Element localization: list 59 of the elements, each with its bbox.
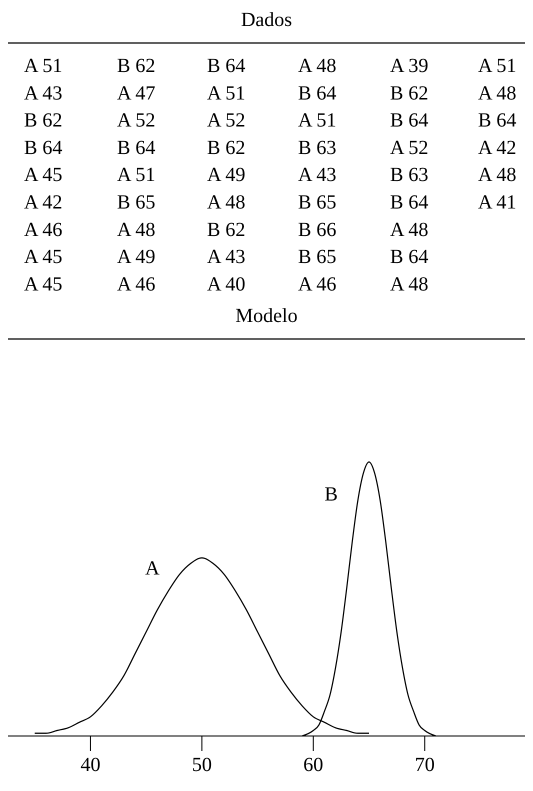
text: A 49 — [207, 164, 246, 186]
text: A 51 — [24, 55, 62, 77]
text: B 64 — [390, 110, 428, 132]
text: A 48 — [207, 192, 246, 214]
series-label: B — [324, 483, 338, 506]
text: A 49 — [117, 246, 156, 268]
text: A 51 — [298, 110, 336, 132]
text: A 48 — [390, 273, 428, 296]
series-label: A — [145, 557, 160, 580]
text: B 64 — [390, 246, 428, 268]
text: B 64 — [24, 136, 62, 159]
text: B 62 — [207, 136, 246, 159]
text: B 64 — [390, 192, 428, 214]
text: B 66 — [298, 218, 336, 241]
text: Dados — [240, 9, 292, 31]
text: A 43 — [298, 164, 336, 186]
text: B 65 — [117, 192, 156, 214]
text: A 48 — [478, 82, 516, 104]
text: A 46 — [298, 273, 336, 296]
text: B 64 — [207, 55, 246, 77]
text: A 52 — [207, 110, 246, 132]
text: B 62 — [207, 218, 246, 241]
text: A 45 — [24, 273, 62, 296]
text: B 64 — [117, 136, 156, 159]
text: B 62 — [24, 110, 62, 132]
x-tick-label: 40 — [80, 754, 100, 776]
text: A 43 — [24, 82, 62, 104]
text: B 64 — [478, 110, 516, 132]
text: A 48 — [298, 55, 336, 77]
text: A 51 — [207, 82, 246, 104]
text: A 39 — [390, 55, 428, 77]
text: A 48 — [117, 218, 156, 241]
text: A 43 — [207, 246, 246, 268]
text: A 52 — [117, 110, 156, 132]
x-tick-label: 70 — [414, 754, 435, 776]
text: A 45 — [24, 246, 62, 268]
text: A 41 — [478, 192, 516, 214]
text: B 62 — [390, 82, 428, 104]
text: B 62 — [117, 55, 156, 77]
text: A 47 — [117, 82, 156, 104]
text: B 65 — [298, 246, 336, 268]
chart-title: Modelo — [235, 305, 298, 327]
x-tick-label: 50 — [192, 754, 212, 776]
text: A 46 — [24, 218, 62, 241]
text: A 48 — [390, 218, 428, 241]
text: A 42 — [478, 136, 516, 159]
text: B 64 — [298, 82, 336, 104]
text: A 51 — [117, 164, 156, 186]
text: A 40 — [207, 273, 246, 296]
text: B 65 — [298, 192, 336, 214]
text: A 46 — [117, 273, 156, 296]
text: A 48 — [478, 164, 516, 186]
text: A 51 — [478, 55, 516, 77]
text: A 42 — [24, 192, 62, 214]
text: B 63 — [298, 136, 336, 159]
text: A 52 — [390, 136, 428, 159]
text: B 63 — [390, 164, 428, 186]
x-tick-label: 60 — [303, 754, 324, 776]
text: A 45 — [24, 164, 62, 186]
